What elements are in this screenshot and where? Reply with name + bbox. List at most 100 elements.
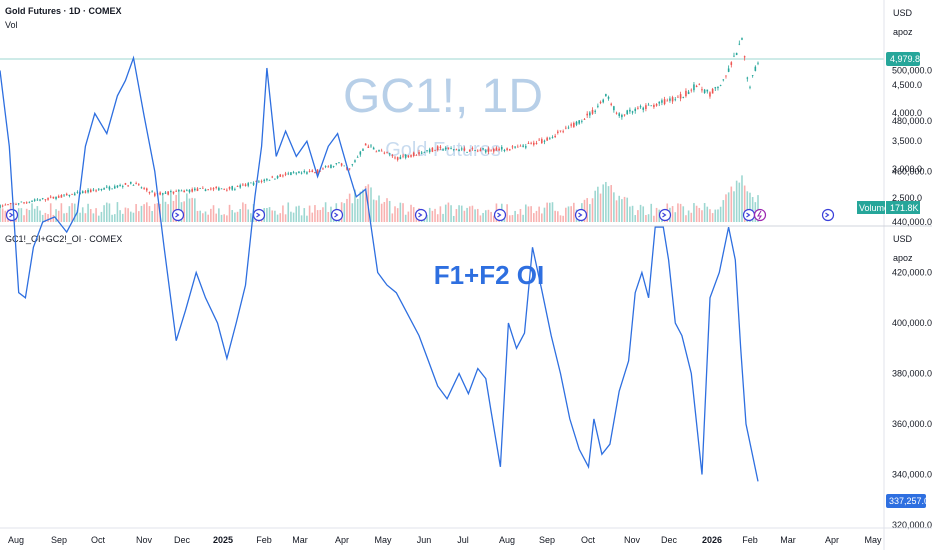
candle-body	[180, 190, 183, 192]
candle-body	[95, 190, 97, 192]
volume-bar	[436, 214, 439, 222]
date-tick: Apr	[825, 535, 839, 545]
volume-bar	[626, 197, 629, 222]
candle-body	[55, 196, 57, 199]
candle-body	[324, 166, 327, 168]
date-tick: Sep	[539, 535, 555, 545]
candle-body	[41, 198, 44, 199]
candle-body	[388, 153, 391, 155]
volume-bar	[629, 206, 631, 222]
date-tick: Oct	[91, 535, 106, 545]
candle-body	[693, 84, 695, 91]
event-marker[interactable]	[821, 208, 835, 222]
volume-bar	[549, 202, 551, 222]
candle-body	[460, 148, 463, 150]
candle-body	[589, 112, 591, 116]
candle-body	[511, 146, 514, 148]
volume-bar	[242, 202, 244, 222]
volume-bar	[186, 193, 188, 222]
volume-bar	[535, 210, 538, 222]
candle-body	[23, 202, 25, 204]
upper-pane-title: Gold Futures · 1D · COMEX	[5, 6, 122, 16]
volume-bar	[730, 186, 733, 222]
event-marker[interactable]	[574, 208, 588, 222]
candle-body	[455, 149, 458, 151]
candle-body	[63, 194, 65, 196]
candle-body	[711, 88, 714, 94]
volume-bar	[154, 203, 156, 222]
candle-body	[276, 176, 279, 179]
candle-body	[516, 146, 519, 148]
volume-bar	[434, 208, 436, 222]
candle-body	[741, 38, 743, 40]
date-tick: May	[374, 535, 392, 545]
volume-bar	[188, 198, 191, 222]
volume-bar	[95, 208, 97, 222]
event-marker[interactable]	[414, 208, 428, 222]
volume-bar	[375, 200, 378, 222]
volume-bar	[460, 205, 463, 222]
volume-bar	[482, 212, 484, 222]
candle-body	[306, 172, 308, 174]
candle-body	[474, 150, 476, 151]
volume-badge: Volume 171.8K	[857, 201, 920, 214]
date-tick: Mar	[292, 535, 308, 545]
volume-bar	[719, 206, 722, 222]
volume-bar	[516, 214, 519, 222]
event-marker[interactable]	[493, 208, 507, 222]
candle-body	[541, 139, 543, 144]
candle-body	[423, 152, 426, 153]
candle-body	[194, 188, 196, 191]
candle-body	[348, 168, 351, 170]
price-tick: 3,500.0	[892, 136, 922, 146]
candle-body	[719, 85, 722, 87]
volume-bar	[479, 215, 482, 222]
candle-body	[31, 201, 33, 202]
upper-pane: GC1!, 1D Gold Futures Gold Futures · 1D …	[0, 6, 884, 222]
volume-bar	[108, 203, 111, 222]
candle-body	[434, 149, 436, 151]
volume-bar	[100, 211, 103, 222]
volume-bar	[156, 203, 159, 222]
volume-bar	[378, 195, 380, 222]
candle-body	[132, 185, 135, 186]
candle-body	[103, 188, 105, 190]
event-marker[interactable]	[171, 208, 185, 222]
candle-body	[677, 96, 679, 98]
candle-body	[314, 172, 316, 174]
candle-body	[671, 97, 674, 102]
lower-pane: GC1!_OI+GC2!_OI · COMEX F1+F2 OI	[0, 55, 759, 482]
date-tick: Aug	[8, 535, 24, 545]
candle-body	[255, 180, 258, 182]
candle-body	[450, 148, 452, 149]
volume-bar	[44, 212, 47, 222]
candle-body	[463, 148, 466, 151]
lower-scale-mode[interactable]: apoz	[893, 253, 913, 263]
candle-body	[204, 189, 207, 192]
candle-body	[175, 190, 177, 192]
event-marker[interactable]	[252, 208, 266, 222]
candle-body	[703, 89, 706, 94]
volume-label: Volume	[859, 203, 889, 213]
candle-body	[725, 75, 727, 77]
candle-body	[466, 152, 468, 153]
candle-body	[559, 130, 562, 132]
candle-body	[105, 186, 108, 188]
date-tick: Feb	[256, 535, 272, 545]
candle-body	[151, 191, 153, 193]
candle-body	[140, 187, 143, 189]
event-marker[interactable]	[742, 208, 756, 222]
event-marker[interactable]	[330, 208, 344, 222]
candle-body	[49, 196, 52, 198]
candle-body	[583, 119, 586, 120]
last-price-badge: 4,979.8	[886, 52, 920, 66]
event-marker[interactable]	[658, 208, 672, 222]
candle-body	[244, 184, 247, 186]
volume-bar	[508, 215, 511, 222]
volume-bar	[551, 202, 554, 222]
volume-bar	[116, 202, 119, 222]
event-marker[interactable]	[5, 208, 19, 222]
volume-bar	[597, 186, 599, 222]
earnings-marker[interactable]	[753, 208, 767, 222]
upper-scale-mode[interactable]: apoz	[893, 27, 913, 37]
